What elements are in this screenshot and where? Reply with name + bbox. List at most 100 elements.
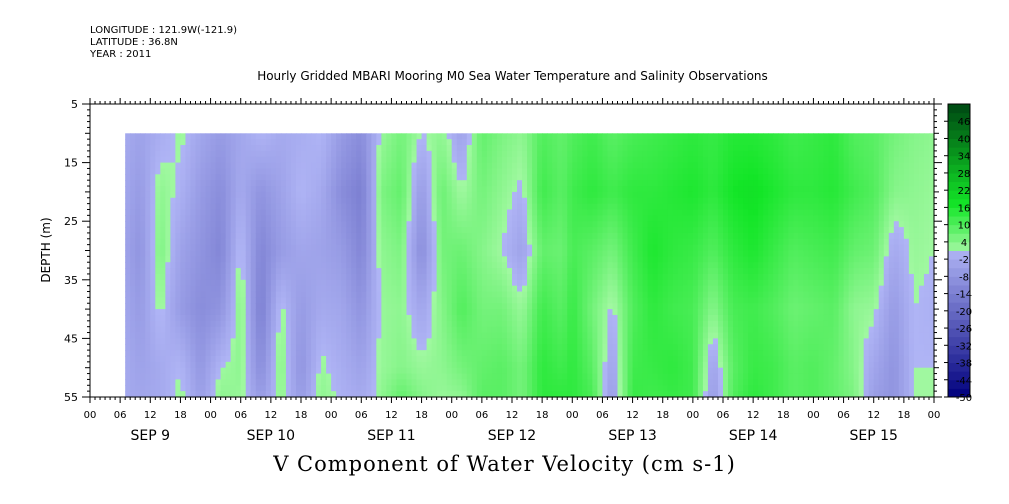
heatmap-cell bbox=[165, 303, 171, 310]
heatmap-cell bbox=[612, 279, 619, 287]
heatmap-cell bbox=[275, 314, 282, 322]
heatmap-cell bbox=[537, 361, 543, 369]
latitude-label: LATITUDE : 36.8N bbox=[90, 37, 178, 48]
heatmap-cell bbox=[346, 344, 352, 351]
heatmap-cell bbox=[421, 174, 428, 181]
heatmap-cell bbox=[311, 191, 317, 199]
heatmap-cell bbox=[411, 203, 418, 211]
heatmap-cell bbox=[582, 256, 588, 263]
heatmap-cell bbox=[416, 168, 423, 175]
heatmap-cell bbox=[627, 314, 634, 322]
heatmap-cell bbox=[220, 268, 227, 275]
heatmap-cell bbox=[461, 320, 468, 328]
heatmap-cell bbox=[587, 145, 593, 152]
heatmap-cell bbox=[371, 338, 377, 345]
heatmap-cell bbox=[517, 244, 523, 252]
heatmap-cell bbox=[476, 297, 483, 304]
heatmap-cell bbox=[235, 355, 242, 363]
heatmap-cell bbox=[677, 133, 684, 140]
heatmap-cell bbox=[587, 250, 593, 257]
heatmap-cell bbox=[471, 197, 478, 205]
heatmap-cell bbox=[532, 232, 538, 240]
heatmap-cell bbox=[180, 338, 187, 345]
heatmap-cell bbox=[220, 350, 227, 357]
heatmap-cell bbox=[632, 268, 639, 275]
heatmap-cell bbox=[436, 162, 443, 170]
heatmap-cell bbox=[396, 197, 403, 205]
heatmap-cell bbox=[592, 355, 598, 363]
heatmap-cell bbox=[537, 314, 543, 322]
heatmap-cell bbox=[140, 209, 146, 216]
heatmap-cell bbox=[326, 256, 332, 263]
heatmap-cell bbox=[506, 391, 513, 398]
heatmap-cell bbox=[145, 291, 151, 298]
heatmap-cell bbox=[250, 314, 257, 322]
heatmap-cell bbox=[245, 238, 252, 246]
heatmap-cell bbox=[426, 244, 433, 252]
heatmap-cell bbox=[175, 326, 182, 334]
heatmap-cell bbox=[622, 326, 629, 334]
heatmap-cell bbox=[547, 150, 553, 158]
heatmap-cell bbox=[496, 279, 503, 287]
heatmap-cell bbox=[170, 373, 176, 381]
heatmap-cell bbox=[597, 162, 604, 170]
heatmap-cell bbox=[255, 162, 262, 170]
heatmap-cell bbox=[381, 139, 387, 146]
heatmap-cell bbox=[215, 350, 222, 357]
heatmap-cell bbox=[381, 320, 387, 328]
heatmap-cell bbox=[306, 191, 312, 199]
heatmap-cell bbox=[441, 256, 448, 263]
heatmap-cell bbox=[275, 268, 282, 275]
heatmap-cell bbox=[512, 197, 518, 205]
heatmap-cell bbox=[346, 332, 352, 339]
heatmap-cell bbox=[532, 162, 538, 170]
heatmap-cell bbox=[582, 273, 588, 281]
heatmap-cell bbox=[220, 180, 227, 187]
heatmap-cell bbox=[145, 133, 151, 140]
heatmap-cell bbox=[451, 215, 458, 222]
heatmap-cell bbox=[290, 367, 297, 375]
heatmap-cell bbox=[215, 367, 222, 375]
heatmap-cell bbox=[260, 355, 267, 363]
heatmap-cell bbox=[637, 221, 644, 228]
heatmap-cell bbox=[245, 232, 252, 240]
heatmap-cell bbox=[587, 139, 593, 146]
heatmap-cell bbox=[381, 256, 387, 263]
heatmap-cell bbox=[627, 150, 634, 158]
heatmap-cell bbox=[290, 203, 297, 211]
heatmap-cell bbox=[145, 191, 151, 199]
heatmap-cell bbox=[642, 145, 649, 152]
heatmap-cell bbox=[245, 191, 252, 199]
heatmap-cell bbox=[567, 186, 573, 193]
heatmap-cell bbox=[376, 262, 382, 269]
heatmap-cell bbox=[597, 373, 604, 381]
heatmap-cell bbox=[356, 344, 362, 351]
heatmap-cell bbox=[421, 350, 428, 357]
heatmap-cell bbox=[265, 355, 272, 363]
heatmap-cell bbox=[431, 215, 438, 222]
heatmap-cell bbox=[376, 256, 382, 263]
heatmap-cell bbox=[557, 367, 563, 375]
heatmap-cell bbox=[361, 168, 367, 175]
heatmap-cell bbox=[280, 186, 287, 193]
heatmap-cell bbox=[346, 209, 352, 216]
heatmap-cell bbox=[371, 203, 377, 211]
heatmap-cell bbox=[140, 133, 146, 140]
heatmap-cell bbox=[336, 285, 342, 293]
heatmap-cell bbox=[295, 332, 302, 339]
heatmap-cell bbox=[567, 180, 573, 187]
heatmap-cell bbox=[527, 303, 533, 310]
heatmap-cell bbox=[331, 326, 337, 334]
heatmap-cell bbox=[150, 344, 156, 351]
heatmap-cell bbox=[170, 221, 176, 228]
heatmap-cell bbox=[587, 326, 593, 334]
heatmap-cell bbox=[295, 168, 302, 175]
heatmap-cell bbox=[547, 367, 553, 375]
heatmap-cell bbox=[306, 209, 312, 216]
heatmap-cell bbox=[527, 215, 533, 222]
heatmap-cell bbox=[592, 156, 598, 164]
heatmap-cell bbox=[190, 273, 197, 281]
heatmap-cell bbox=[542, 350, 548, 357]
heatmap-cell bbox=[552, 215, 558, 222]
heatmap-cell bbox=[471, 186, 478, 193]
